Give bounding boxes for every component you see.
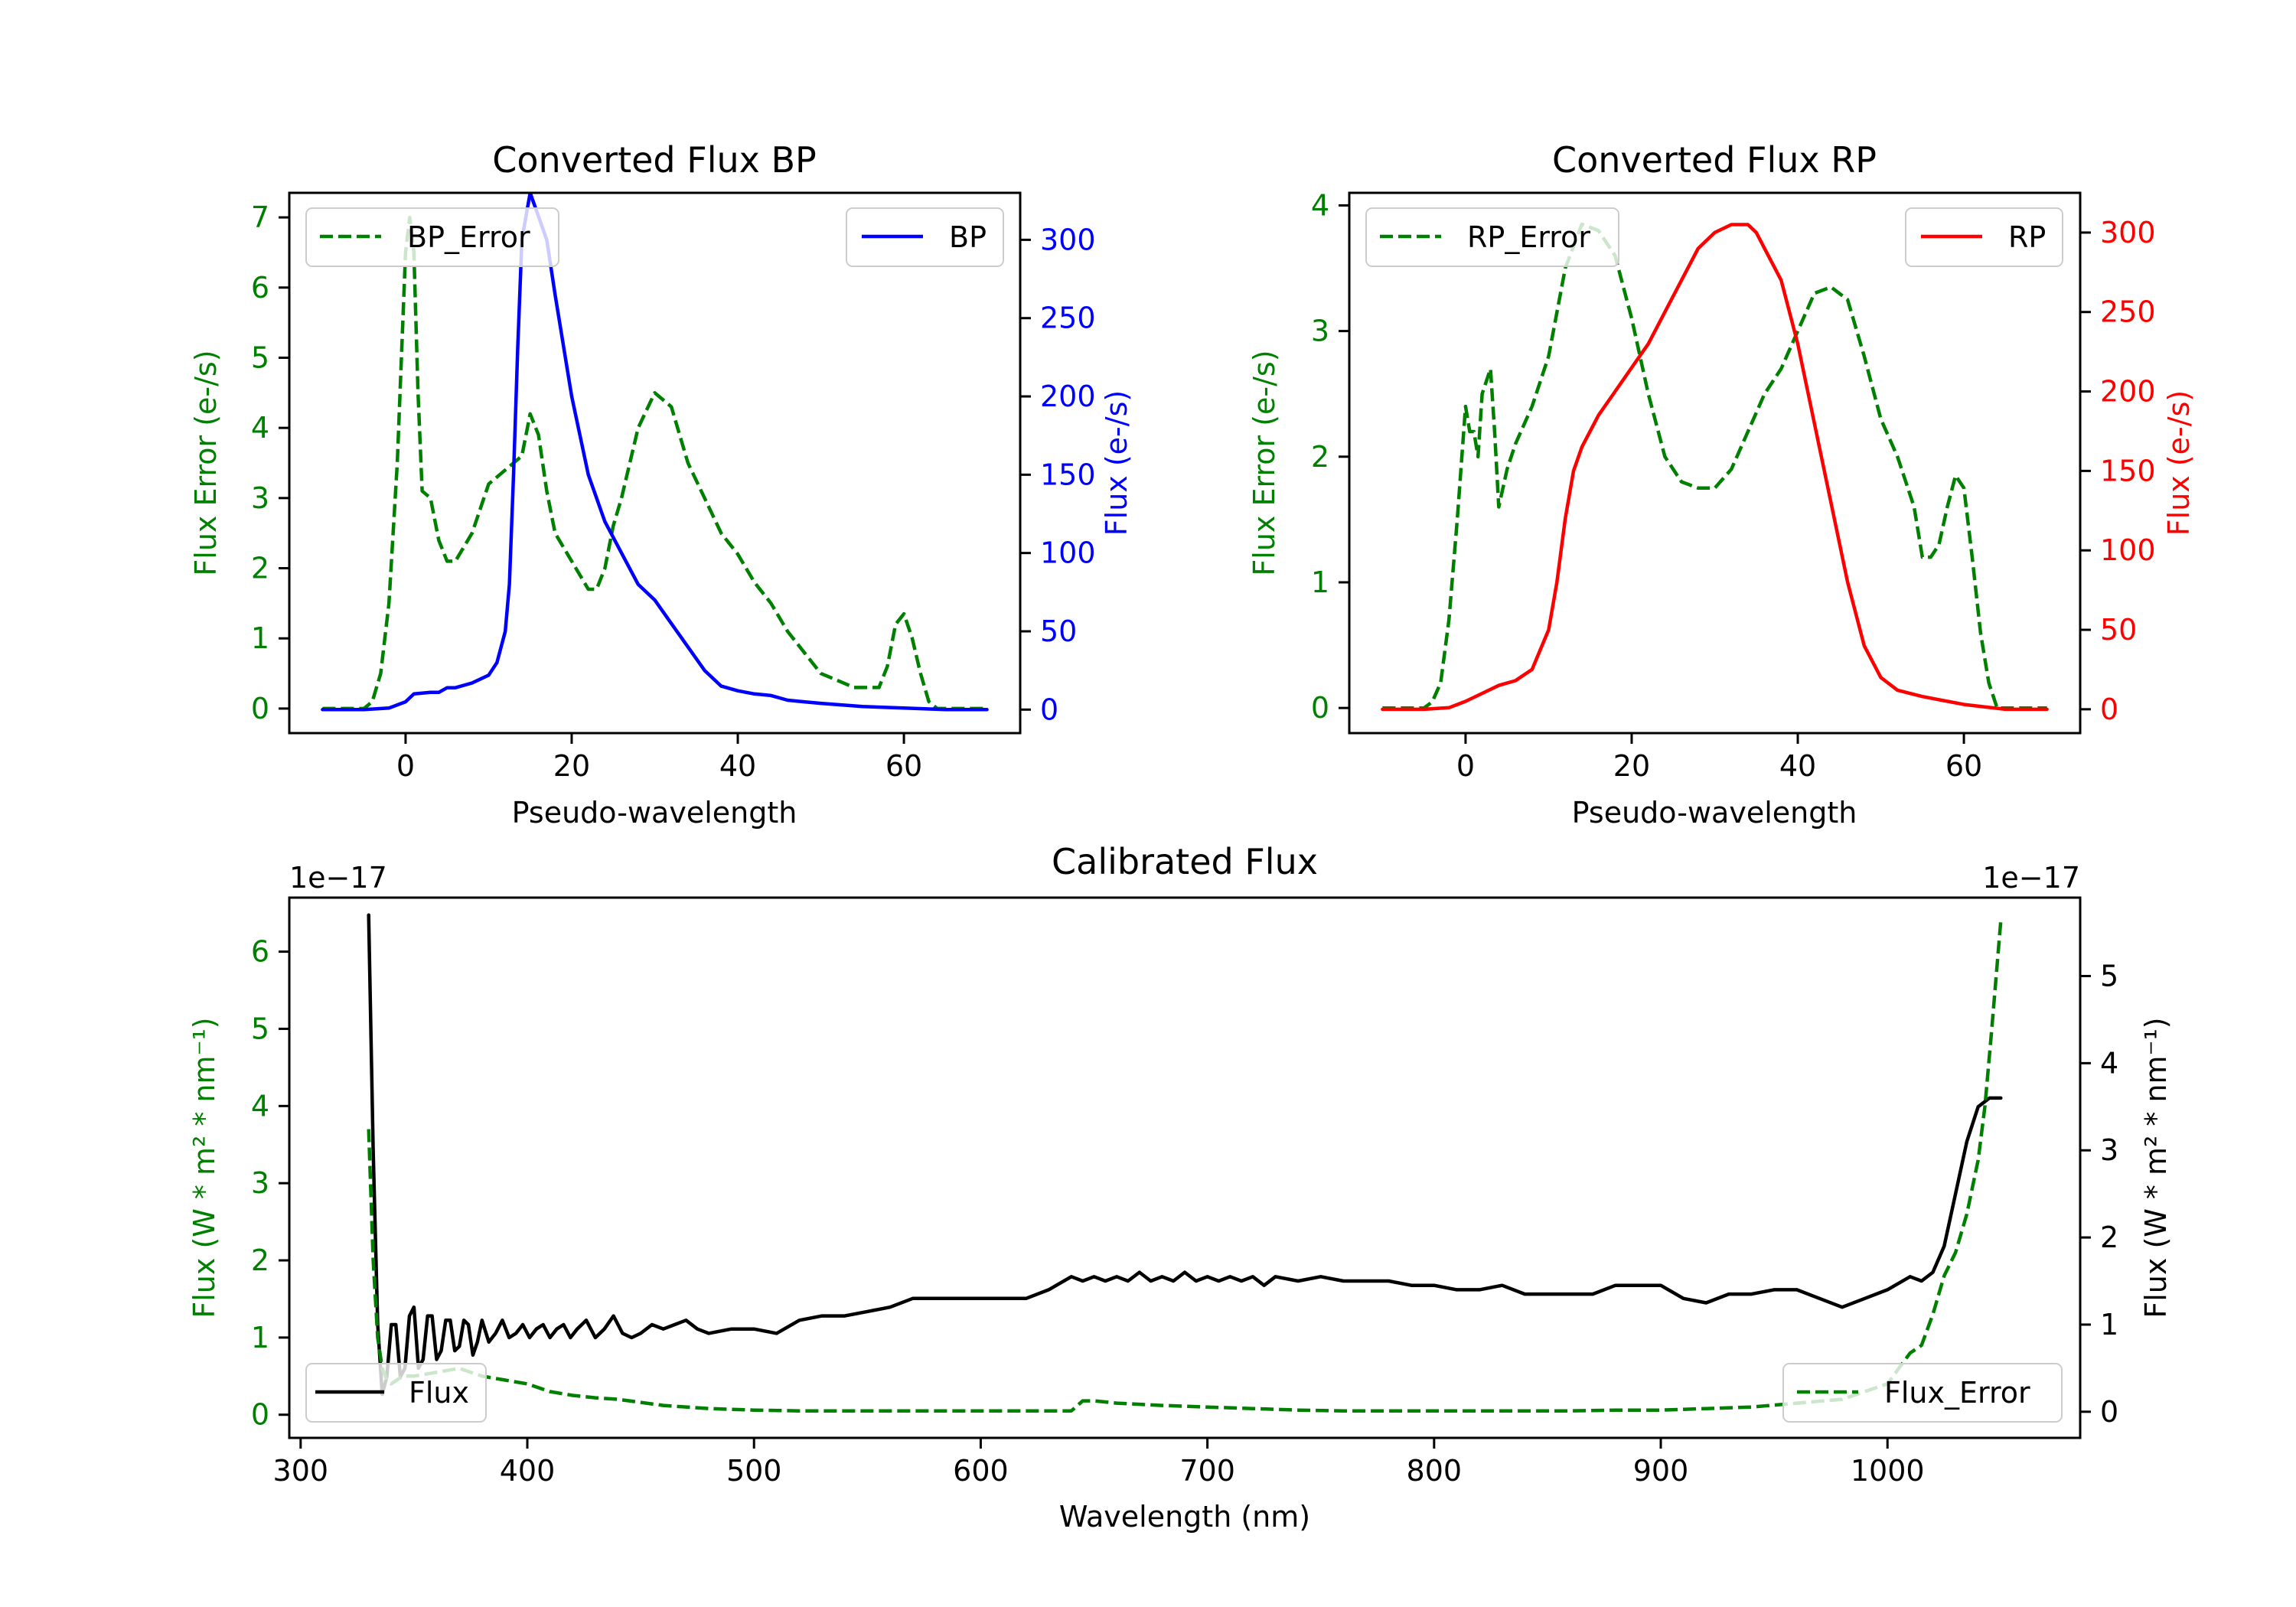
y-right-tick-label: 5: [2100, 959, 2118, 993]
y-right-tick-label: 250: [1040, 302, 1096, 335]
panel-converted-flux-rp: Converted Flux RP Pseudo-wavelength Flux…: [1247, 139, 2196, 830]
series-line-bp-error: [322, 215, 987, 711]
y-right-tick-label: 200: [1040, 380, 1096, 413]
y-left-tick-label: 6: [251, 935, 269, 969]
y-right-tick-label: 300: [1040, 223, 1096, 256]
panel-rp-legend-left: RP_Error: [1365, 207, 1619, 267]
panel-cal-xlabel: Wavelength (nm): [1059, 1500, 1310, 1534]
y-left-tick-label: 0: [251, 692, 269, 725]
panel-rp-frame: [1348, 191, 2082, 735]
y-right-tick-label: 0: [2100, 693, 2118, 726]
y-right-tick-label: 150: [2100, 454, 2156, 487]
y-left-tick-label: 0: [251, 1398, 269, 1432]
y-left-tick-label: 1: [1311, 566, 1329, 599]
panel-rp-xlabel: Pseudo-wavelength: [1572, 796, 1857, 830]
panel-bp-legend-right: BP: [846, 207, 1004, 267]
panel-cal-legend-right: Flux_Error: [1782, 1363, 2063, 1423]
y-left-tick-label: 3: [251, 1166, 269, 1200]
y-right-tick-label: 100: [1040, 536, 1096, 570]
panel-bp-frame: [288, 191, 1022, 735]
y-left-tick-label: 0: [1311, 691, 1329, 725]
x-tick-label: 40: [719, 749, 756, 783]
x-tick-label: 60: [1945, 749, 1982, 783]
y-right-tick-label: 300: [2100, 216, 2156, 249]
panel-bp-ylabel-left: Flux Error (e-/s): [189, 350, 223, 575]
panel-cal-offset-right: 1e−17: [1982, 861, 2080, 895]
y-left-tick-label: 2: [251, 552, 269, 585]
legend-label-bp-error: BP_Error: [407, 220, 530, 254]
series-line-flux: [367, 913, 2003, 1397]
x-tick-label: 300: [273, 1454, 329, 1488]
y-right-tick-label: 0: [2100, 1395, 2118, 1429]
panel-cal-ylabel-left: Flux (W * m² * nm⁻¹): [188, 1017, 221, 1318]
panel-calibrated-flux: Calibrated Flux Wavelength (nm) 1e−17 1e…: [188, 841, 2173, 1534]
series-line-rp: [1381, 223, 2049, 712]
legend-label-flux: Flux: [409, 1376, 469, 1410]
x-tick-label: 40: [1779, 749, 1816, 783]
x-tick-label: 400: [500, 1454, 556, 1488]
y-left-tick-label: 2: [1311, 440, 1329, 474]
y-left-tick-label: 1: [251, 1321, 269, 1354]
x-tick-label: 20: [1613, 749, 1650, 783]
panel-converted-flux-bp: Converted Flux BP Pseudo-wavelength Flux…: [189, 139, 1133, 830]
y-right-tick-label: 2: [2100, 1221, 2118, 1254]
legend-label-rp: RP: [2008, 220, 2046, 254]
legend-label-flux-error: Flux_Error: [1884, 1376, 2030, 1410]
x-tick-label: 60: [885, 749, 922, 783]
x-tick-label: 800: [1407, 1454, 1463, 1488]
y-right-tick-label: 50: [1040, 614, 1077, 648]
x-tick-label: 0: [1456, 749, 1475, 783]
y-right-tick-label: 100: [2100, 533, 2156, 567]
x-tick-label: 0: [396, 749, 415, 783]
panel-cal-frame: [288, 896, 2082, 1439]
y-right-tick-label: 200: [2100, 375, 2156, 409]
x-tick-label: 900: [1633, 1454, 1689, 1488]
legend-label-bp: BP: [949, 220, 987, 254]
panel-cal-legend-left: Flux: [305, 1363, 487, 1423]
panel-cal-ylabel-right: Flux (W * m² * nm⁻¹): [2139, 1017, 2173, 1318]
y-left-tick-label: 4: [251, 411, 269, 445]
y-left-tick-label: 7: [251, 200, 269, 234]
panel-cal-offset-left: 1e−17: [289, 861, 387, 895]
panel-bp-ylabel-right: Flux (e-/s): [1100, 390, 1133, 536]
y-left-tick-label: 5: [251, 341, 269, 374]
series-line-rp-error: [1382, 222, 2047, 710]
y-left-tick-label: 1: [251, 621, 269, 655]
panel-bp-xlabel: Pseudo-wavelength: [512, 796, 797, 830]
legend-label-rp-error: RP_Error: [1467, 220, 1590, 254]
panel-rp-legend-right: RP: [1905, 207, 2063, 267]
x-tick-label: 600: [953, 1454, 1009, 1488]
x-tick-label: 500: [726, 1454, 782, 1488]
panel-rp-ylabel-left: Flux Error (e-/s): [1247, 350, 1281, 575]
y-left-tick-label: 4: [251, 1089, 269, 1123]
y-left-tick-label: 3: [1311, 315, 1329, 348]
panel-cal-title: Calibrated Flux: [1052, 841, 1318, 882]
y-right-tick-label: 1: [2100, 1308, 2118, 1341]
x-tick-label: 1000: [1851, 1454, 1925, 1488]
panel-rp-ylabel-right: Flux (e-/s): [2162, 390, 2196, 536]
y-left-tick-label: 5: [251, 1012, 269, 1045]
y-left-tick-label: 3: [251, 481, 269, 515]
panel-bp-legend-left: BP_Error: [305, 207, 559, 267]
y-right-tick-label: 0: [1040, 693, 1058, 726]
y-left-tick-label: 2: [251, 1244, 269, 1277]
panel-rp-title: Converted Flux RP: [1552, 139, 1877, 181]
y-right-tick-label: 3: [2100, 1133, 2118, 1167]
y-right-tick-label: 150: [1040, 458, 1096, 491]
series-line-bp: [321, 193, 989, 712]
y-left-tick-label: 6: [251, 271, 269, 305]
y-right-tick-label: 4: [2100, 1046, 2118, 1080]
x-tick-label: 700: [1179, 1454, 1235, 1488]
panel-bp-title: Converted Flux BP: [492, 139, 817, 181]
y-right-tick-label: 250: [2100, 295, 2156, 329]
y-right-tick-label: 50: [2100, 613, 2137, 647]
x-tick-label: 20: [553, 749, 590, 783]
y-left-tick-label: 4: [1311, 188, 1329, 222]
